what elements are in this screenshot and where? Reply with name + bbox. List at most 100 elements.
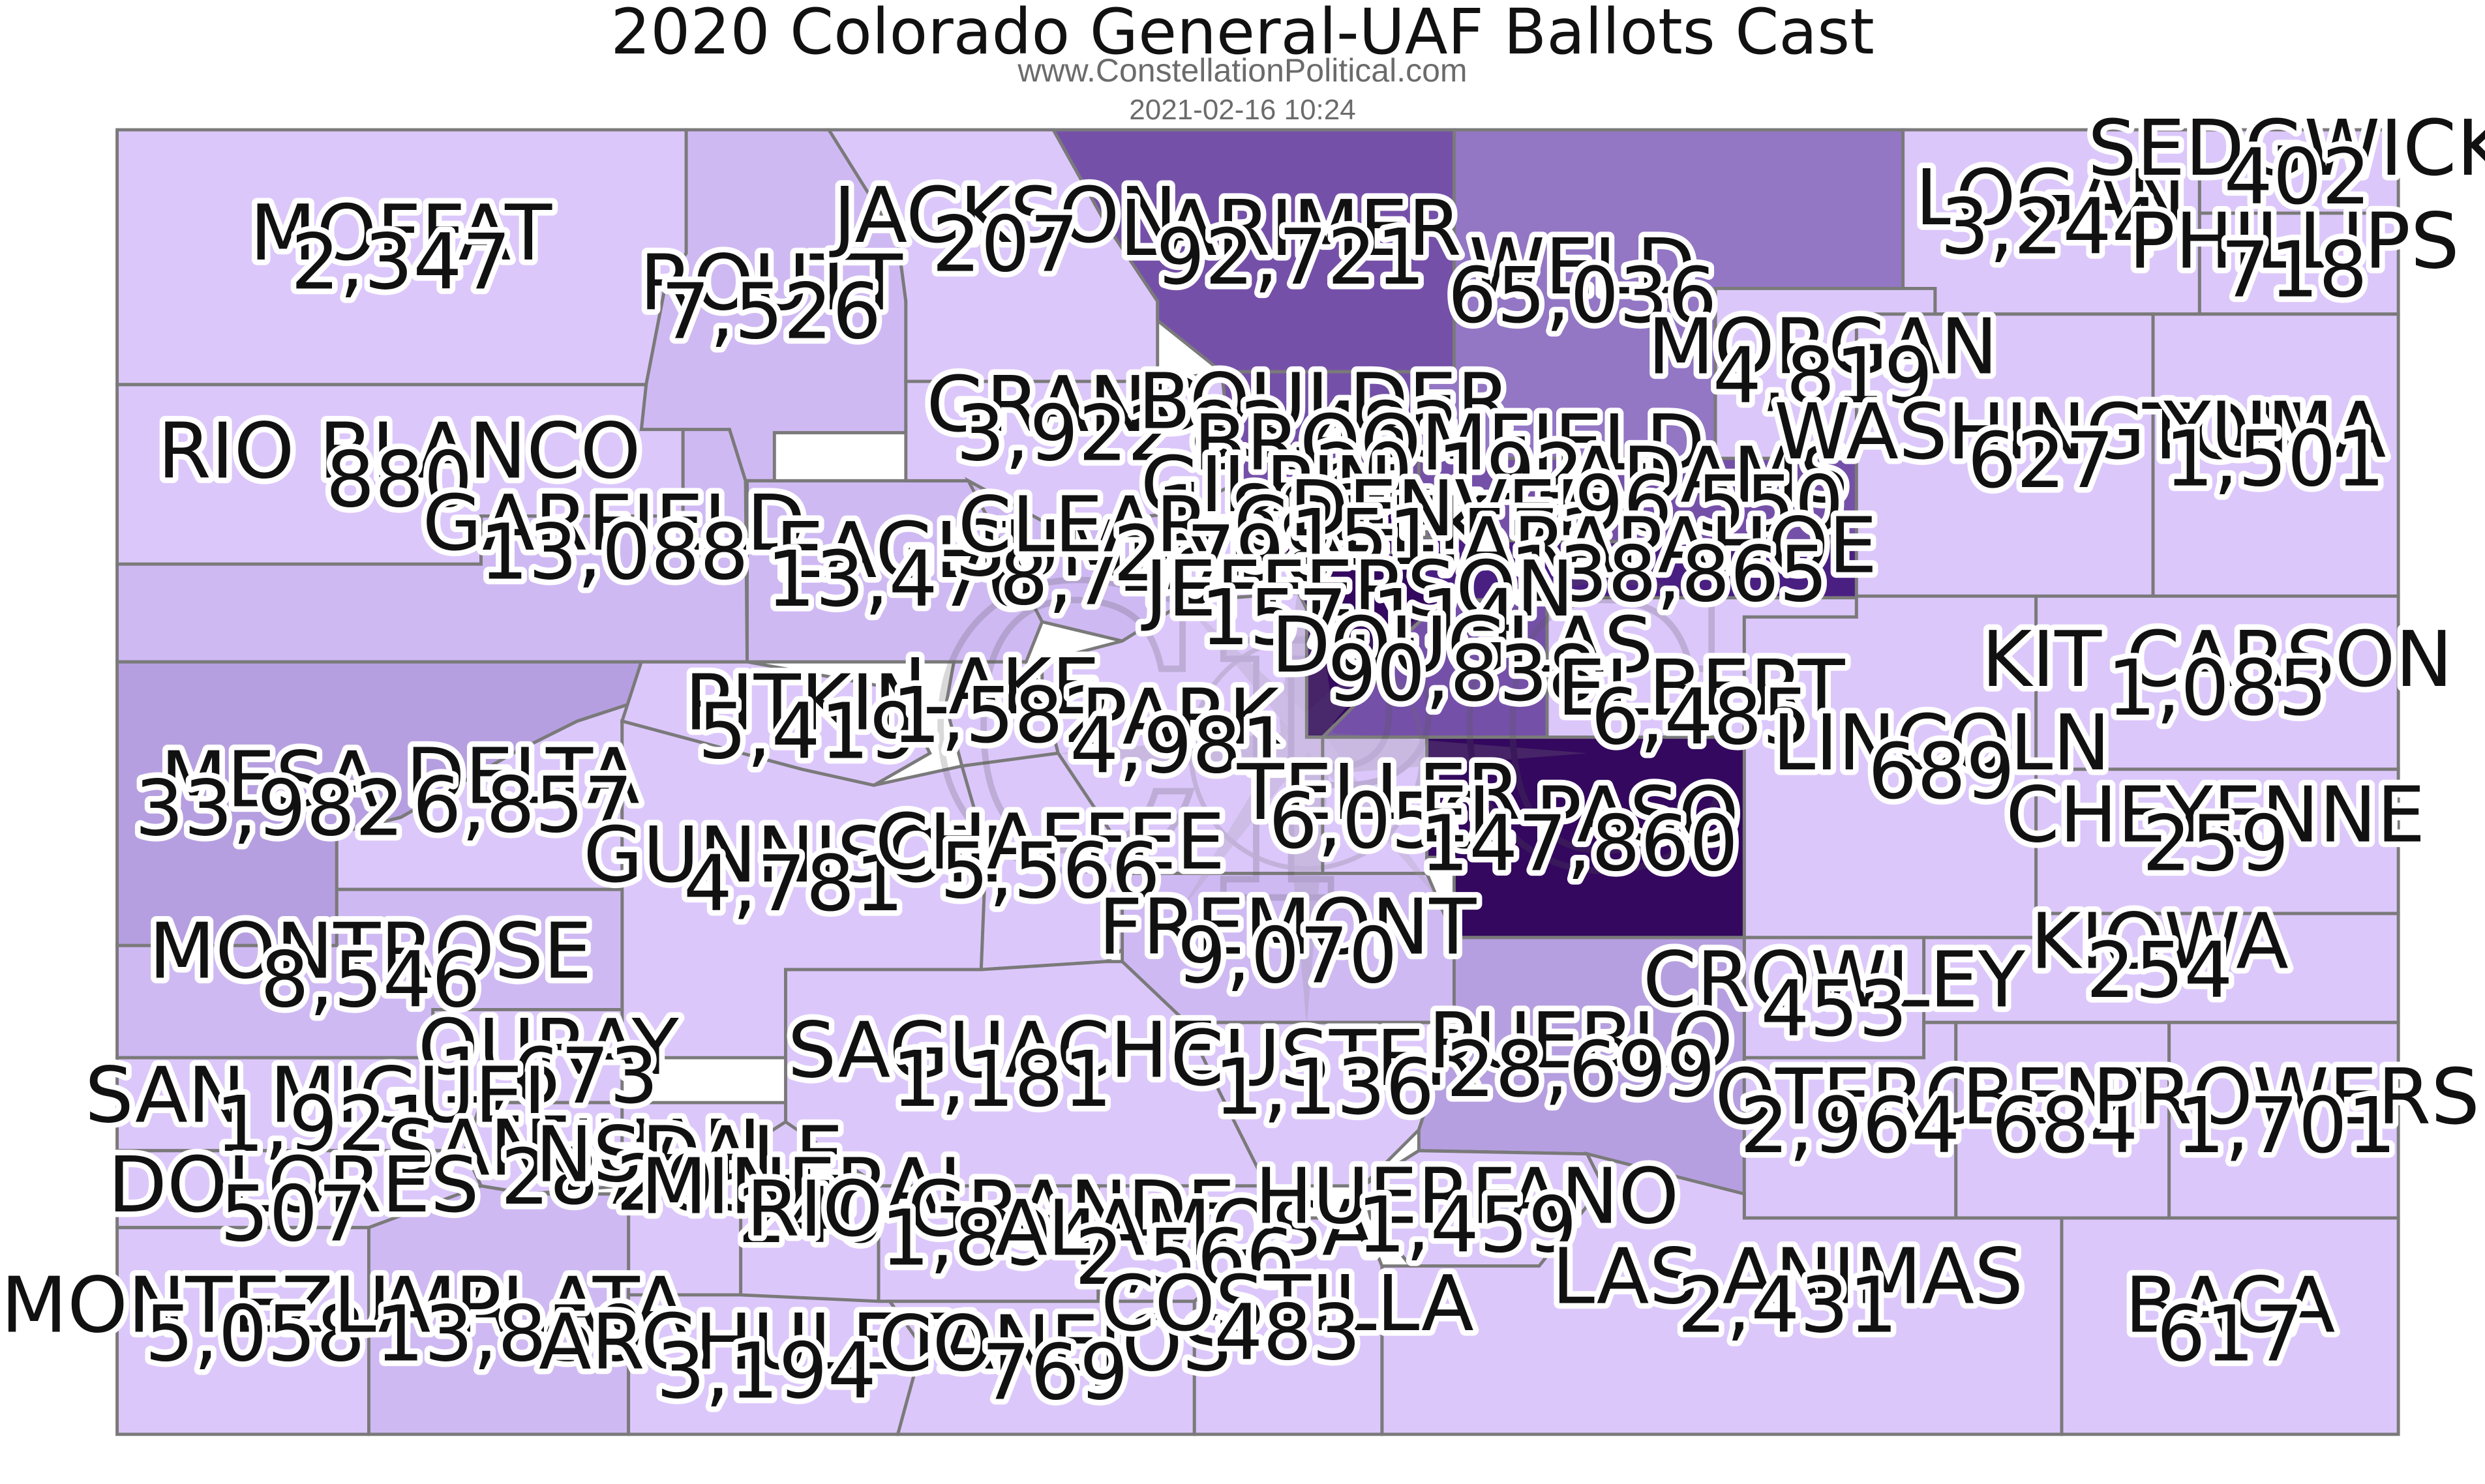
- county-name: BOULDER: [1138, 356, 1511, 446]
- county-name: EAGLE: [776, 505, 1027, 595]
- county-name: SAN JUAN: [387, 1103, 761, 1193]
- county-name: GUNNISON: [583, 810, 1004, 900]
- county-ballots-value: 20,192: [1315, 426, 1584, 516]
- county-ballots-value: 5,566: [940, 825, 1160, 915]
- county-ballots-value: 2,431: [1678, 1260, 1898, 1350]
- county-ballots-value: 689: [1868, 726, 2015, 816]
- county-ballots-value: 90,838: [1327, 629, 1597, 719]
- county-name: MONTEZUMA: [1, 1260, 509, 1350]
- county-name: BROOMFIELD: [1194, 398, 1705, 488]
- county-name: MESA: [160, 734, 378, 824]
- county-name: JACKSON: [829, 170, 1177, 260]
- county-ballots-value: 240: [738, 1170, 884, 1260]
- county-ballots-value: 769: [982, 1328, 1128, 1417]
- county-ballots-value: 1,673: [438, 1031, 659, 1121]
- county-ballots-value: 92,721: [1156, 212, 1425, 302]
- map-subtitle: www.ConstellationPolitical.com: [1017, 52, 1468, 89]
- county-name: LAKE: [904, 642, 1100, 732]
- county-name: DELTA: [406, 731, 639, 821]
- county-ballots-value: 3,244: [1940, 181, 2161, 271]
- county-name: LOGAN: [1915, 153, 2186, 243]
- county-name: KIT CARSON: [1981, 614, 2453, 704]
- county-name: PHILLIPS: [2129, 196, 2460, 286]
- county-ballots-value: 2,347: [291, 216, 511, 306]
- county-name: ROUTT: [640, 237, 903, 327]
- county-name: JEFFERSON: [1141, 544, 1574, 634]
- county-layer: [115, 128, 2400, 1436]
- county-name: LAS ANIMAS: [1552, 1231, 2023, 1321]
- county-ballots-value: 287: [500, 1132, 647, 1222]
- county-ballots-value: 147,860: [1420, 799, 1738, 889]
- county-name: FREMONT: [1098, 882, 1477, 972]
- state-outline: [115, 128, 2400, 1436]
- county-name: MORGAN: [1648, 302, 1998, 392]
- county-name: DOUGLAS: [1271, 600, 1653, 690]
- county-ballots-value: 6,857: [413, 760, 633, 850]
- county-name: MINERAL: [640, 1142, 982, 1232]
- county-ballots-value: 880: [326, 435, 473, 525]
- county-ballots-value: 1,085: [2107, 643, 2328, 733]
- county-ballots-value: 28,699: [1446, 1024, 1715, 1114]
- county-ballots-value: 157,114: [1201, 572, 1519, 662]
- county-name: COSTILLA: [1101, 1258, 1474, 1348]
- county-name: GARFIELD: [423, 478, 806, 568]
- county-ballots-value: 151,573: [1290, 492, 1608, 582]
- county-name: OURAY: [418, 1002, 680, 1092]
- county-name: PUEBLO: [1428, 996, 1733, 1086]
- county-ballots-value: 65,036: [1448, 250, 1717, 340]
- county-ballots-value: 1,701: [2176, 1080, 2396, 1170]
- county-name: CUSTER: [1170, 1013, 1478, 1103]
- county-name: MOFFAT: [250, 188, 552, 278]
- county-ballots-value: 1,921: [215, 1079, 436, 1169]
- county-ballots-value: 138,865: [1510, 529, 1828, 619]
- county-ballots-value: 254: [2086, 925, 2233, 1015]
- county-name: EL PASO: [1419, 769, 1739, 859]
- county-name: WELD: [1469, 222, 1696, 312]
- compass-rose-icon: [1058, 529, 1588, 1026]
- county-name: NSDALE: [535, 1109, 844, 1199]
- county-ballots-value: 617: [2156, 1289, 2303, 1379]
- county-ballots-value: 83,483: [1190, 385, 1459, 475]
- county-ballots-value: 1,582: [892, 670, 1112, 760]
- county-name: CROWLEY: [1643, 935, 2026, 1025]
- county-name: BENT: [1962, 1052, 2169, 1142]
- county-ballots-value: 259: [2142, 799, 2289, 889]
- county-name: RIO GRANDE: [746, 1164, 1235, 1254]
